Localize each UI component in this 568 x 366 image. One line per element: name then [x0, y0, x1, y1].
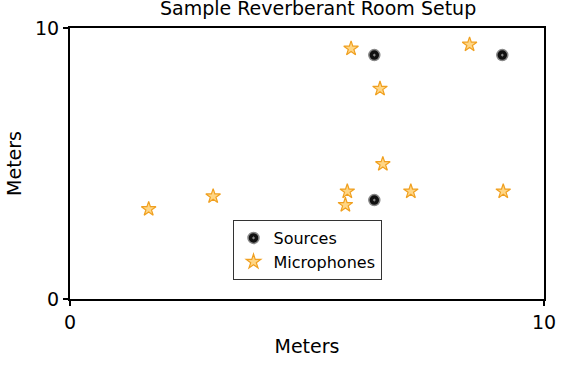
- svg-text:Meters: Meters: [3, 131, 25, 196]
- svg-text:10: 10: [35, 17, 59, 39]
- svg-text:0: 0: [64, 311, 76, 333]
- svg-text:0: 0: [47, 288, 59, 310]
- svg-text:Meters: Meters: [275, 335, 340, 357]
- svg-text:Microphones: Microphones: [274, 253, 375, 272]
- svg-text:10: 10: [532, 311, 556, 333]
- svg-text:Sample Reverberant Room Setup: Sample Reverberant Room Setup: [160, 0, 476, 19]
- svg-text:Sources: Sources: [274, 229, 337, 248]
